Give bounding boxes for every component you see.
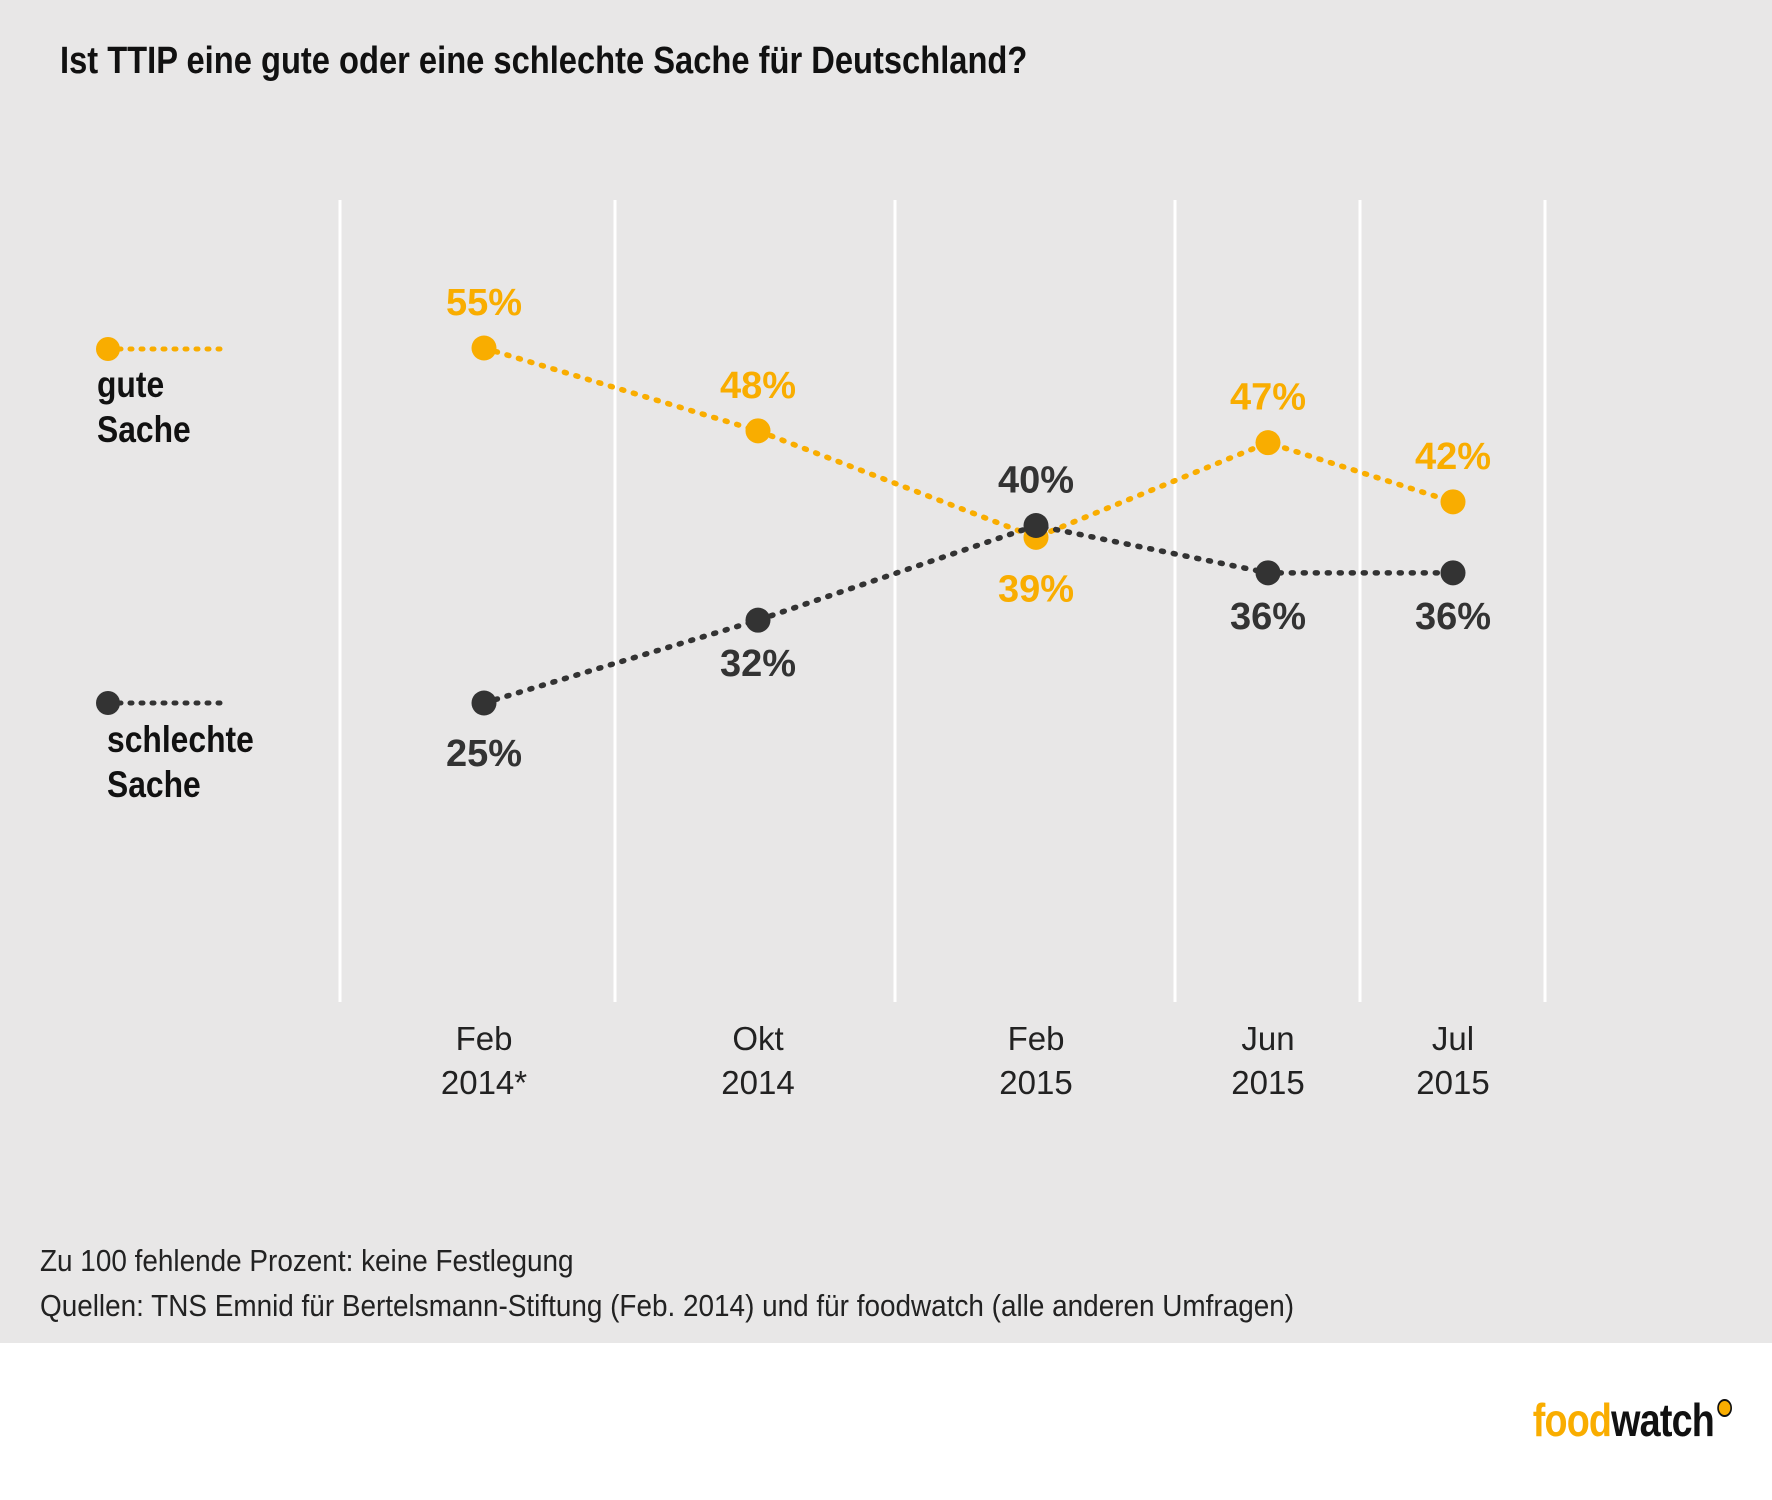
x-tick-label-2-line1: Feb <box>1008 1020 1065 1057</box>
data-label-good-3: 47% <box>1230 377 1306 419</box>
x-tick-label-3-line1: Jun <box>1241 1020 1294 1057</box>
data-point-bad-1 <box>745 607 771 633</box>
data-label-good-1: 48% <box>720 365 796 407</box>
x-tick-label-4-line2: 2015 <box>1416 1064 1489 1101</box>
data-point-good-0 <box>471 335 497 361</box>
data-label-bad-4: 36% <box>1415 596 1491 638</box>
series-line-good <box>481 345 1456 541</box>
legend-label-good-line1: gute <box>97 364 165 405</box>
footnote-missing-percent: Zu 100 fehlende Prozent: keine Festlegun… <box>40 1243 574 1278</box>
x-tick-label-0-line2: 2014* <box>441 1064 527 1101</box>
logo-mark-icon <box>1717 1399 1732 1417</box>
data-label-bad-0: 25% <box>446 733 522 775</box>
data-label-good-2: 39% <box>998 568 1074 610</box>
data-point-good-1 <box>745 418 771 444</box>
logo-part-food: food <box>1532 1394 1612 1446</box>
x-tick-label-2-line2: 2015 <box>999 1064 1072 1101</box>
x-tick-label-1-line2: 2014 <box>721 1064 794 1101</box>
data-point-good-4 <box>1440 489 1466 515</box>
chart-title: Ist TTIP eine gute oder eine schlechte S… <box>60 40 1028 82</box>
data-point-bad-0 <box>471 690 497 716</box>
data-label-bad-1: 32% <box>720 643 796 685</box>
line-chart: Feb 2014* Okt 2014 Feb 2015 Jun 2015 Jul 2015 55% 4… <box>96 200 1547 1101</box>
legend-marker-good <box>96 337 120 361</box>
x-tick-label-4-line1: Jul <box>1432 1020 1474 1057</box>
data-point-bad-2 <box>1023 513 1049 538</box>
legend-label-good: gute Sache <box>97 362 191 452</box>
legend-label-bad-line1: schlechte <box>107 719 254 760</box>
chart-panel <box>0 0 1772 1343</box>
x-tick-label-1-line1: Okt <box>732 1020 783 1057</box>
footnote-sources: Quellen: TNS Emnid für Bertelsmann-Stift… <box>40 1288 1295 1323</box>
legend-marker-bad <box>96 691 120 715</box>
data-label-bad-3: 36% <box>1230 596 1306 638</box>
data-point-bad-3 <box>1255 560 1281 586</box>
logo-part-watch: watch <box>1611 1394 1715 1446</box>
data-point-good-3 <box>1255 430 1281 456</box>
legend-label-bad-line2: Sache <box>107 764 201 805</box>
foodwatch-logo: foodwatch <box>1533 1393 1732 1447</box>
data-label-bad-2: 40% <box>998 460 1074 502</box>
data-label-good-4: 42% <box>1415 436 1491 478</box>
x-tick-label-0-line1: Feb <box>456 1020 513 1057</box>
legend-label-bad: schlechte Sache <box>107 717 254 807</box>
x-tick-label-3-line2: 2015 <box>1231 1064 1304 1101</box>
data-point-bad-4 <box>1440 560 1466 586</box>
data-label-good-0: 55% <box>446 282 522 324</box>
series-line-bad <box>481 522 1456 706</box>
legend-label-good-line2: Sache <box>97 409 191 450</box>
